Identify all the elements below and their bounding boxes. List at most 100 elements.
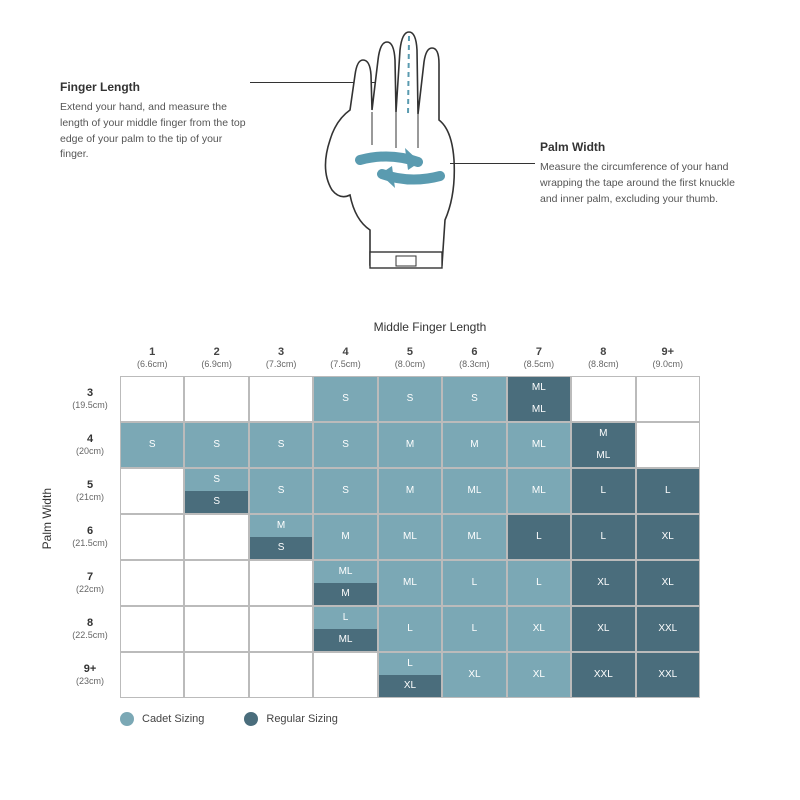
size-cell: XL (636, 560, 700, 606)
size-cell: M (313, 514, 377, 560)
size-cell (184, 606, 248, 652)
row-header: 9+(23cm) (60, 652, 120, 698)
finger-length-block: Finger Length Extend your hand, and meas… (60, 40, 250, 163)
size-cell: S (442, 376, 506, 422)
size-cell: L (571, 468, 635, 514)
size-cell: MS (249, 514, 313, 560)
size-cell: S (313, 468, 377, 514)
size-cell (184, 514, 248, 560)
palm-width-desc: Measure the circumference of your hand w… (540, 160, 740, 207)
size-cell (249, 606, 313, 652)
size-cell: L (442, 606, 506, 652)
regular-dot-icon (244, 712, 258, 726)
size-cell (120, 606, 184, 652)
size-cell: MLM (313, 560, 377, 606)
size-cell (636, 422, 700, 468)
cadet-dot-icon (120, 712, 134, 726)
legend: Cadet Sizing Regular Sizing (40, 712, 760, 726)
size-cell: S (249, 422, 313, 468)
size-cell: S (184, 422, 248, 468)
col-header: 5(8.0cm) (378, 340, 442, 376)
size-cell: ML (507, 422, 571, 468)
finger-length-title: Finger Length (60, 80, 250, 94)
col-header: 2(6.9cm) (184, 340, 248, 376)
size-cell: L (378, 606, 442, 652)
leader-line-right (450, 163, 535, 164)
size-cell: ML (442, 468, 506, 514)
size-cell (120, 514, 184, 560)
col-header: 3(7.3cm) (249, 340, 313, 376)
row-header: 7(22cm) (60, 560, 120, 606)
size-cell: LML (313, 606, 377, 652)
size-cell (120, 468, 184, 514)
x-axis-title: Middle Finger Length (40, 320, 760, 334)
size-cell: XL (571, 606, 635, 652)
size-cell (249, 376, 313, 422)
sizing-chart: Middle Finger Length Palm Width 1(6.6cm)… (40, 320, 760, 726)
row-header: 4(20cm) (60, 422, 120, 468)
size-cell: MLML (507, 376, 571, 422)
size-cell (249, 560, 313, 606)
size-cell: MML (571, 422, 635, 468)
size-cell: ML (507, 468, 571, 514)
size-cell (120, 652, 184, 698)
col-header: 8(8.8cm) (571, 340, 635, 376)
size-cell: XL (507, 652, 571, 698)
measurement-diagram: Finger Length Extend your hand, and meas… (40, 20, 760, 290)
col-header: 6(8.3cm) (442, 340, 506, 376)
size-cell: XL (636, 514, 700, 560)
size-cell: LXL (378, 652, 442, 698)
col-header: 7(8.5cm) (507, 340, 571, 376)
size-cell: ML (378, 514, 442, 560)
col-header: 1(6.6cm) (120, 340, 184, 376)
size-cell (636, 376, 700, 422)
size-cell: SS (184, 468, 248, 514)
size-cell: ML (442, 514, 506, 560)
row-header: 6(21.5cm) (60, 514, 120, 560)
legend-regular: Regular Sizing (244, 712, 338, 726)
size-cell: XXL (636, 652, 700, 698)
legend-cadet: Cadet Sizing (120, 712, 204, 726)
glove-icon (300, 20, 500, 280)
size-cell: ML (378, 560, 442, 606)
size-cell: L (442, 560, 506, 606)
size-cell: M (378, 468, 442, 514)
legend-regular-label: Regular Sizing (266, 713, 338, 725)
size-cell: S (120, 422, 184, 468)
glove-illustration (300, 20, 500, 283)
size-cell: XL (442, 652, 506, 698)
legend-cadet-label: Cadet Sizing (142, 713, 204, 725)
size-cell: XL (507, 606, 571, 652)
row-header: 8(22.5cm) (60, 606, 120, 652)
size-cell: L (636, 468, 700, 514)
size-cell: XL (571, 560, 635, 606)
size-grid: 1(6.6cm)2(6.9cm)3(7.3cm)4(7.5cm)5(8.0cm)… (60, 340, 700, 698)
size-cell (313, 652, 377, 698)
size-cell: XXL (636, 606, 700, 652)
col-header: 9+(9.0cm) (636, 340, 700, 376)
palm-width-title: Palm Width (540, 140, 740, 154)
size-cell: M (378, 422, 442, 468)
size-cell: L (507, 514, 571, 560)
size-cell (184, 560, 248, 606)
size-cell (184, 376, 248, 422)
row-header: 5(21cm) (60, 468, 120, 514)
size-cell (249, 652, 313, 698)
finger-length-desc: Extend your hand, and measure the length… (60, 100, 250, 163)
size-cell (120, 560, 184, 606)
palm-width-block: Palm Width Measure the circumference of … (540, 140, 740, 207)
y-axis-title: Palm Width (40, 488, 54, 549)
size-cell: S (313, 376, 377, 422)
col-header: 4(7.5cm) (313, 340, 377, 376)
size-cell: S (249, 468, 313, 514)
size-cell: L (507, 560, 571, 606)
size-cell (571, 376, 635, 422)
row-header: 3(19.5cm) (60, 376, 120, 422)
size-cell: S (378, 376, 442, 422)
size-cell: S (313, 422, 377, 468)
size-cell: M (442, 422, 506, 468)
size-cell: XXL (571, 652, 635, 698)
size-cell (120, 376, 184, 422)
size-cell (184, 652, 248, 698)
size-cell: L (571, 514, 635, 560)
